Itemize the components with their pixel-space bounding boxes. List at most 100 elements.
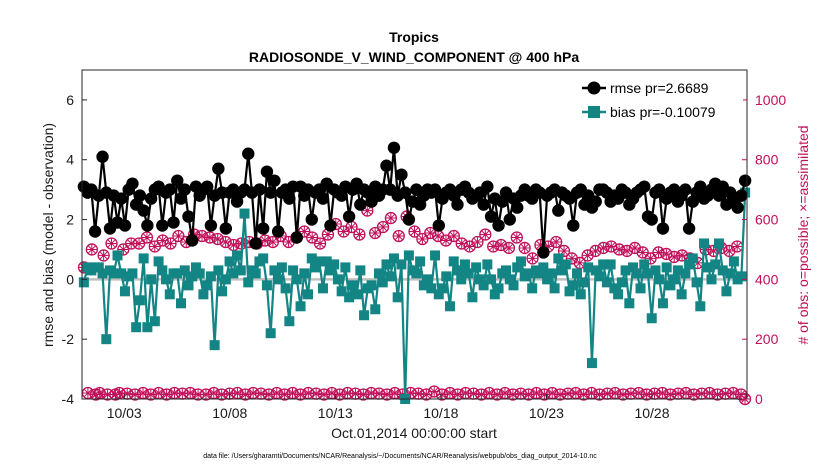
- obs-possible-point: [416, 232, 429, 246]
- bias-point: [572, 268, 583, 279]
- obs-assimilated-point: [669, 251, 680, 262]
- bias-point: [78, 277, 89, 288]
- obs-assimilated-point: [279, 389, 290, 400]
- bias-point: [239, 208, 250, 219]
- obs-assimilated-point: [358, 389, 369, 400]
- bias-point: [303, 289, 314, 300]
- rmse-point: [163, 183, 176, 196]
- obs-assimilated-point: [712, 389, 723, 400]
- obs-assimilated-point: [232, 388, 243, 399]
- rmse-point: [204, 219, 218, 232]
- bias-point: [205, 271, 216, 282]
- rmse-point: [380, 159, 393, 172]
- obs-possible-point: [518, 241, 531, 255]
- rmse-point: [653, 183, 666, 196]
- bias-point: [340, 262, 351, 273]
- rmse-point: [735, 189, 748, 202]
- bias-point: [228, 268, 239, 279]
- bias-point: [471, 262, 482, 273]
- obs-assimilated-point: [641, 389, 652, 400]
- obs-possible-point: [616, 388, 630, 401]
- obs-assimilated-point: [200, 389, 211, 400]
- bias-point: [396, 259, 407, 270]
- bias-point: [706, 274, 717, 285]
- obs-assimilated-point: [287, 388, 298, 399]
- obs-assimilated-point: [468, 388, 479, 399]
- obs-assimilated-point: [94, 388, 105, 399]
- bias-point: [691, 277, 702, 288]
- obs-assimilated-point: [519, 242, 530, 253]
- obs-assimilated-point: [614, 244, 625, 255]
- obs-possible-point: [85, 243, 98, 256]
- rmse-point: [256, 222, 270, 235]
- rmse-point: [167, 216, 180, 229]
- bias-point: [486, 274, 497, 285]
- bias-point: [209, 340, 220, 351]
- bias-point: [119, 286, 130, 297]
- bias-point: [194, 268, 205, 279]
- obs-assimilated-point: [86, 244, 97, 255]
- obs-assimilated-point: [228, 239, 239, 250]
- rmse-point: [283, 192, 296, 205]
- rmse-point: [290, 231, 304, 244]
- rmse-point: [133, 189, 147, 202]
- bias-point: [243, 277, 254, 288]
- obs-possible-point: [652, 246, 665, 259]
- obs-assimilated-point: [110, 389, 121, 400]
- obs-assimilated-point: [629, 242, 640, 253]
- obs-possible-point: [333, 388, 346, 401]
- obs-assimilated-point: [405, 388, 416, 399]
- bias-point: [672, 265, 683, 276]
- bias-point: [176, 298, 187, 309]
- obs-assimilated-point: [665, 389, 676, 400]
- obs-assimilated-point: [602, 388, 613, 399]
- bias-point: [444, 301, 455, 312]
- bias-point: [605, 259, 616, 270]
- bias-point: [310, 262, 321, 273]
- obs-assimilated-point: [208, 388, 219, 399]
- bias-point: [583, 262, 594, 273]
- y-tick-label: 4: [66, 152, 74, 168]
- bias-point: [213, 265, 224, 276]
- obs-assimilated-point: [283, 236, 294, 247]
- obs-possible-point: [195, 229, 209, 243]
- rmse-point: [253, 183, 266, 196]
- bias-point: [276, 262, 287, 273]
- obs-assimilated-point: [362, 205, 373, 216]
- obs-assimilated-point: [224, 388, 235, 399]
- rmse-point: [398, 186, 412, 199]
- obs-assimilated-point: [244, 236, 255, 247]
- obs-assimilated-point: [574, 257, 585, 268]
- bias-point: [725, 268, 736, 279]
- rmse-point: [141, 219, 154, 232]
- rmse-point: [645, 213, 658, 226]
- bias-point: [549, 283, 560, 294]
- obs-assimilated-point: [515, 388, 526, 399]
- obs-assimilated-point: [216, 389, 227, 400]
- bias-point: [134, 295, 145, 306]
- obs-assimilated-point: [137, 388, 148, 399]
- bias-point: [609, 283, 620, 294]
- bias-point: [568, 280, 579, 291]
- bias-point: [269, 265, 280, 276]
- bias-point: [728, 256, 739, 267]
- y2-axis-label: # of obs: o=possible; ×=assimilated: [795, 125, 811, 344]
- obs-possible-point: [593, 388, 606, 401]
- obs-assimilated-point: [220, 236, 231, 247]
- rmse-point: [432, 219, 445, 232]
- y2-tick-label: 800: [755, 152, 779, 168]
- obs-possible-point: [475, 388, 488, 401]
- bias-point: [448, 256, 459, 267]
- bias-point: [273, 274, 284, 285]
- bias-point: [415, 256, 426, 267]
- obs-assimilated-point: [649, 388, 660, 399]
- obs-assimilated-point: [728, 388, 739, 399]
- obs-assimilated-point: [212, 233, 223, 244]
- rmse-point: [219, 222, 233, 235]
- obs-assimilated-point: [496, 239, 507, 250]
- plot-frame: [81, 69, 748, 400]
- chart-subtitle: RADIOSONDE_V_WIND_COMPONENT @ 400 hPa: [249, 49, 579, 65]
- rmse-point: [212, 162, 225, 175]
- rmse-point: [260, 165, 274, 178]
- obs-possible-point: [487, 240, 500, 253]
